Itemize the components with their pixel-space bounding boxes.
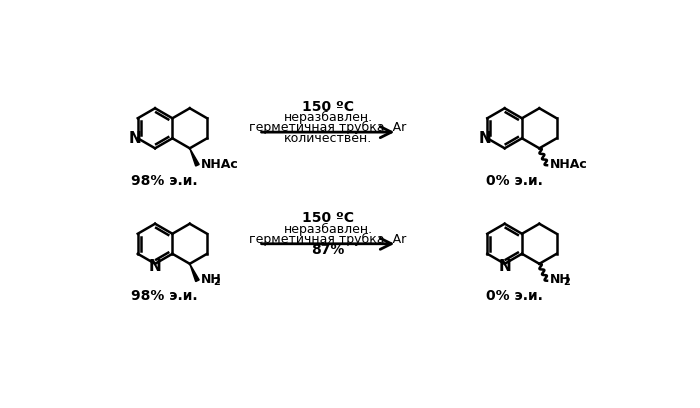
Text: NHAc: NHAc <box>550 158 588 171</box>
Text: неразбавлен.: неразбавлен. <box>284 111 372 124</box>
Text: NH: NH <box>200 273 221 286</box>
Text: неразбавлен.: неразбавлен. <box>284 223 372 236</box>
Text: герметичная трубка, Ar: герметичная трубка, Ar <box>249 233 407 246</box>
Text: герметичная трубка, Ar: герметичная трубка, Ar <box>249 121 407 134</box>
Text: 0% э.и.: 0% э.и. <box>486 174 542 188</box>
Text: 150 ºC: 150 ºC <box>302 100 354 114</box>
Text: N: N <box>498 259 511 274</box>
Polygon shape <box>190 148 200 166</box>
Polygon shape <box>190 264 200 282</box>
Text: 98% э.и.: 98% э.и. <box>132 289 198 303</box>
Text: 98% э.и.: 98% э.и. <box>132 174 198 188</box>
Text: 0% э.и.: 0% э.и. <box>486 289 542 303</box>
Text: 2: 2 <box>564 277 570 287</box>
Text: NH: NH <box>550 273 571 286</box>
Text: N: N <box>479 131 491 146</box>
Text: количествен.: количествен. <box>284 132 372 145</box>
Text: 87%: 87% <box>312 243 344 257</box>
Text: 2: 2 <box>214 277 220 287</box>
Text: N: N <box>129 131 142 146</box>
Text: N: N <box>148 259 162 274</box>
Text: 150 ºC: 150 ºC <box>302 211 354 225</box>
Text: NHAc: NHAc <box>200 158 238 171</box>
